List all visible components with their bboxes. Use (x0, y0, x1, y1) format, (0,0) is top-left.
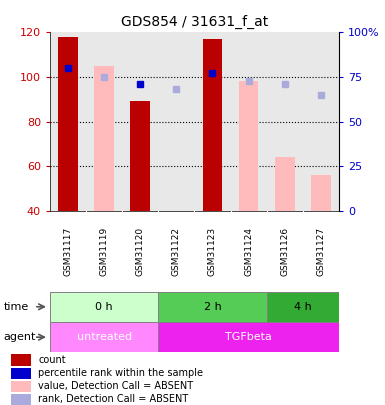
Text: percentile rank within the sample: percentile rank within the sample (38, 368, 203, 378)
Text: count: count (38, 355, 66, 365)
Bar (12, 368, 30, 379)
Text: GSM31119: GSM31119 (100, 226, 109, 276)
Bar (266, 292, 339, 322)
Bar (131, 101, 150, 211)
Bar (311, 175, 331, 211)
Text: 4 h: 4 h (294, 302, 311, 312)
Text: GSM31127: GSM31127 (316, 226, 325, 276)
Text: GSM31117: GSM31117 (64, 226, 73, 276)
Text: TGFbeta: TGFbeta (225, 332, 272, 342)
Bar (58, 37, 78, 211)
Bar (94, 66, 114, 211)
Text: value, Detection Call = ABSENT: value, Detection Call = ABSENT (38, 381, 193, 391)
Bar (158, 292, 266, 322)
Bar (12, 381, 30, 392)
Bar (275, 157, 295, 211)
Text: agent: agent (4, 332, 36, 342)
Title: GDS854 / 31631_f_at: GDS854 / 31631_f_at (121, 15, 268, 29)
Text: GSM31126: GSM31126 (280, 226, 289, 276)
Bar (50, 322, 158, 352)
Text: GSM31122: GSM31122 (172, 227, 181, 275)
Bar (239, 81, 258, 211)
Text: untreated: untreated (77, 332, 132, 342)
Text: GSM31120: GSM31120 (136, 226, 145, 276)
Text: time: time (4, 302, 29, 312)
Text: 2 h: 2 h (204, 302, 221, 312)
Bar (203, 39, 223, 211)
Text: GSM31123: GSM31123 (208, 226, 217, 276)
Bar (50, 292, 158, 322)
Bar (158, 322, 339, 352)
Bar (12, 354, 30, 365)
Text: 0 h: 0 h (95, 302, 113, 312)
Text: GSM31124: GSM31124 (244, 227, 253, 275)
Text: rank, Detection Call = ABSENT: rank, Detection Call = ABSENT (38, 394, 188, 405)
Bar (12, 394, 30, 405)
